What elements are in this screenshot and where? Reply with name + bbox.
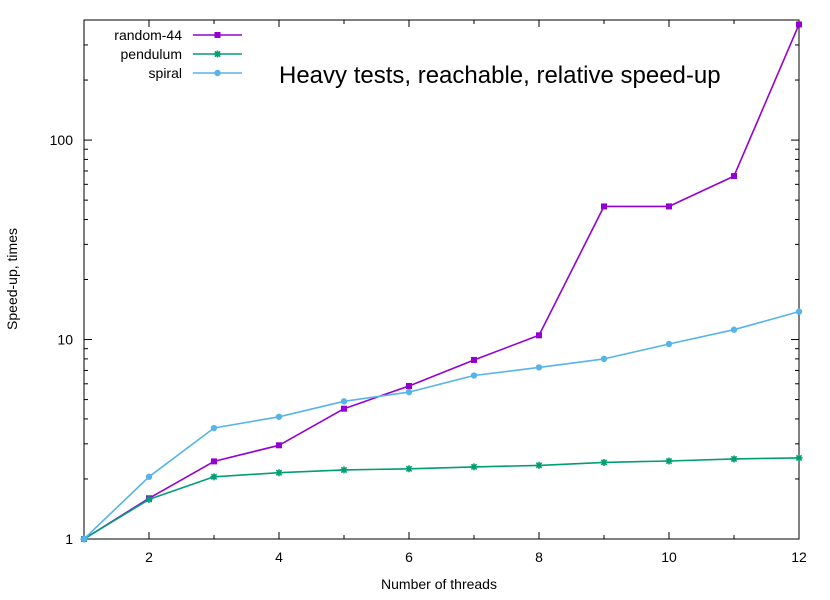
series-line [83, 457, 800, 540]
series-spiral [80, 308, 803, 543]
data-point [340, 398, 348, 405]
legend-entry: random-44 [114, 27, 242, 43]
data-point [471, 356, 477, 363]
legend: random-44 pendulum spiral [114, 27, 242, 81]
data-point [600, 458, 608, 466]
data-point [730, 326, 738, 333]
data-point [210, 473, 218, 481]
data-point [340, 466, 348, 474]
data-point [341, 405, 347, 412]
axis-ticks [84, 19, 799, 540]
data-point [275, 469, 283, 477]
data-point [535, 364, 543, 371]
data-point [276, 442, 282, 449]
data-point [470, 372, 478, 379]
x-tick-label: 10 [661, 549, 677, 565]
x-axis-title: Number of threads [381, 576, 497, 592]
x-tick-label: 6 [405, 549, 413, 565]
series-layer [80, 21, 803, 543]
series-random-44 [81, 21, 802, 542]
data-point [535, 461, 543, 469]
data-point [796, 21, 802, 28]
data-point [210, 424, 218, 432]
data-point [730, 455, 738, 463]
x-tick-label: 8 [535, 549, 543, 565]
x-tick-label: 4 [275, 549, 283, 565]
data-point [405, 388, 413, 396]
legend-label: spiral [149, 65, 182, 81]
y-axis-title: Speed-up, times [4, 228, 20, 330]
data-point [80, 535, 88, 543]
series-line [83, 310, 800, 540]
data-point [214, 32, 221, 38]
data-point [275, 413, 283, 420]
data-point [536, 332, 542, 339]
data-point [665, 457, 673, 465]
data-point [145, 495, 153, 503]
tick-labels: 2 4 6 8 10 12 1 10 100 [50, 132, 807, 565]
x-tick-label: 12 [791, 549, 807, 565]
data-point [405, 465, 413, 473]
legend-entry: pendulum [121, 46, 242, 62]
legend-entry: spiral [149, 65, 242, 81]
x-tick-label: 2 [145, 549, 153, 565]
data-point [601, 203, 607, 210]
y-tick-label: 1 [65, 531, 73, 547]
data-point [211, 458, 217, 465]
series-pendulum [80, 454, 803, 543]
data-point [145, 473, 153, 481]
data-point [795, 308, 803, 315]
y-tick-label: 100 [50, 132, 74, 148]
data-point [214, 50, 221, 58]
data-point [666, 203, 672, 210]
legend-label: pendulum [121, 46, 183, 62]
data-point [731, 173, 737, 180]
data-point [600, 355, 608, 363]
chart-title: Heavy tests, reachable, relative speed-u… [279, 62, 721, 89]
data-point [406, 382, 412, 389]
data-point [470, 463, 478, 471]
series-line [83, 24, 800, 540]
y-tick-label: 10 [57, 332, 73, 348]
plot-frame [83, 19, 800, 540]
data-point [795, 454, 803, 462]
legend-label: random-44 [114, 27, 182, 43]
data-point [214, 69, 221, 77]
data-point [665, 340, 673, 348]
